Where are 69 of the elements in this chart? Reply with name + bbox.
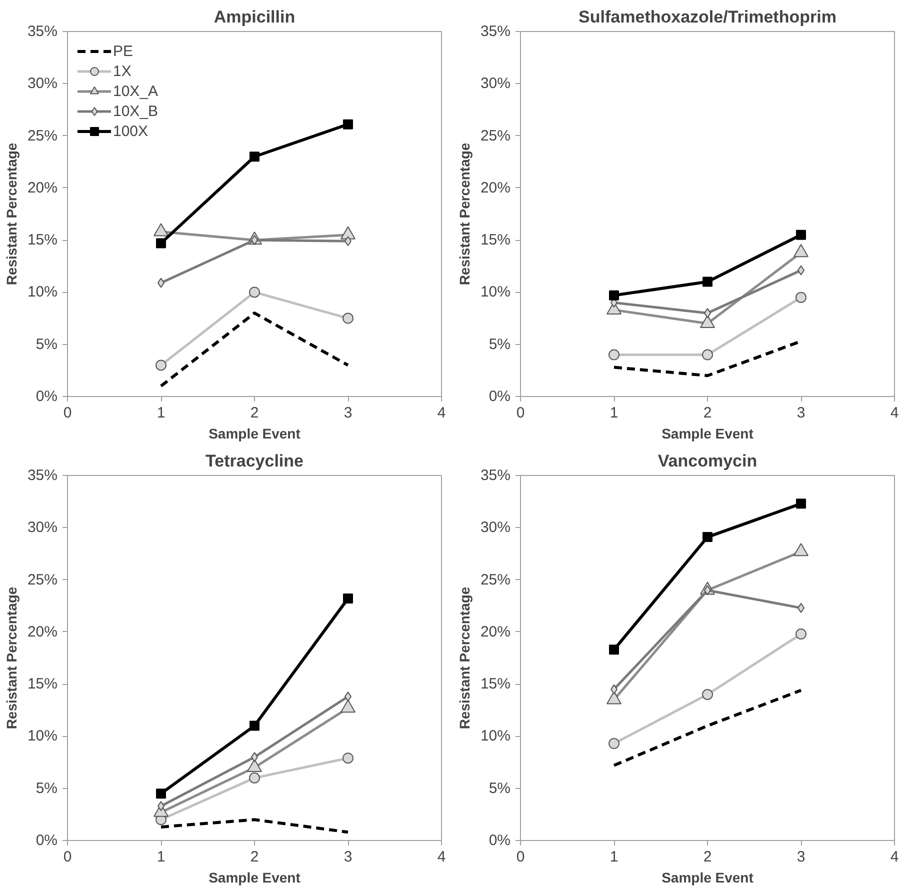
x-tick-label: 4 <box>890 848 899 866</box>
x-tick-label: 3 <box>344 404 352 422</box>
y-tick-label: 10% <box>27 728 58 745</box>
y-axis-title: Resistant Percentage <box>456 586 472 730</box>
x-tick-label: 3 <box>796 404 806 422</box>
y-tick-label: 5% <box>36 780 58 797</box>
x-tick-label: 0 <box>516 404 525 422</box>
y-tick-label: 10% <box>480 284 511 301</box>
y-tick-label: 35% <box>27 467 58 484</box>
y-tick-label: 35% <box>480 467 511 484</box>
y-tick-label: 25% <box>480 571 511 588</box>
y-tick-label: 0% <box>488 832 511 849</box>
x-tick-label: 0 <box>516 848 525 866</box>
legend-label: 10X_A <box>113 82 158 100</box>
y-tick-label: 35% <box>27 23 58 40</box>
x-tick-label: 2 <box>703 404 712 422</box>
y-tick-label: 20% <box>27 179 58 196</box>
x-tick-label: 2 <box>703 848 712 866</box>
x-tick-label: 3 <box>344 848 352 866</box>
y-axis-title: Resistant Percentage <box>3 586 20 730</box>
legend-label: 100X <box>113 122 148 140</box>
legend-label: 1X <box>113 62 132 80</box>
x-axis-title: Sample Event <box>662 870 754 886</box>
chart-title: Vancomycin <box>658 452 758 470</box>
legend-label: PE <box>113 42 134 60</box>
chart-title: Sulfamethoxazole/Trimethoprim <box>578 8 836 26</box>
y-tick-label: 15% <box>480 676 511 693</box>
x-tick-label: 4 <box>437 404 446 422</box>
y-tick-label: 20% <box>480 179 511 196</box>
x-tick-label: 4 <box>890 404 899 422</box>
x-tick-label: 3 <box>796 848 806 866</box>
y-tick-label: 5% <box>36 336 58 353</box>
x-tick-label: 1 <box>610 848 618 866</box>
chart-title: Ampicillin <box>214 8 296 26</box>
y-tick-label: 0% <box>36 832 58 849</box>
y-axis-title: Resistant Percentage <box>3 142 20 286</box>
y-tick-label: 30% <box>27 519 58 536</box>
y-tick-label: 25% <box>480 127 511 144</box>
x-axis-title: Sample Event <box>208 426 301 442</box>
y-tick-label: 35% <box>480 23 511 40</box>
chart-title: Tetracycline <box>206 452 304 470</box>
x-tick-label: 2 <box>250 404 259 422</box>
x-tick-label: 0 <box>63 404 72 422</box>
y-tick-label: 10% <box>480 728 511 745</box>
y-tick-label: 30% <box>480 519 511 536</box>
y-tick-label: 5% <box>488 336 511 353</box>
y-tick-label: 30% <box>480 75 511 92</box>
y-tick-label: 20% <box>27 623 58 640</box>
y-tick-label: 0% <box>36 388 58 405</box>
y-tick-label: 20% <box>480 623 511 640</box>
y-tick-label: 25% <box>27 127 58 144</box>
y-tick-label: 30% <box>27 75 58 92</box>
x-tick-label: 1 <box>156 848 166 866</box>
x-tick-label: 2 <box>250 848 259 866</box>
x-tick-label: 4 <box>437 848 446 866</box>
legend-label: 10X_B <box>113 102 158 120</box>
y-tick-label: 5% <box>488 780 511 797</box>
y-tick-label: 25% <box>27 571 58 588</box>
y-tick-label: 10% <box>27 284 58 301</box>
y-axis-title: Resistant Percentage <box>456 142 472 286</box>
x-axis-title: Sample Event <box>208 870 301 886</box>
x-axis-title: Sample Event <box>662 426 754 442</box>
x-tick-label: 1 <box>156 404 166 422</box>
y-tick-label: 15% <box>480 232 511 249</box>
x-tick-label: 0 <box>63 848 72 866</box>
y-tick-label: 15% <box>27 676 58 693</box>
y-tick-label: 15% <box>27 232 58 249</box>
x-tick-label: 1 <box>610 404 618 422</box>
y-tick-label: 0% <box>488 388 511 405</box>
